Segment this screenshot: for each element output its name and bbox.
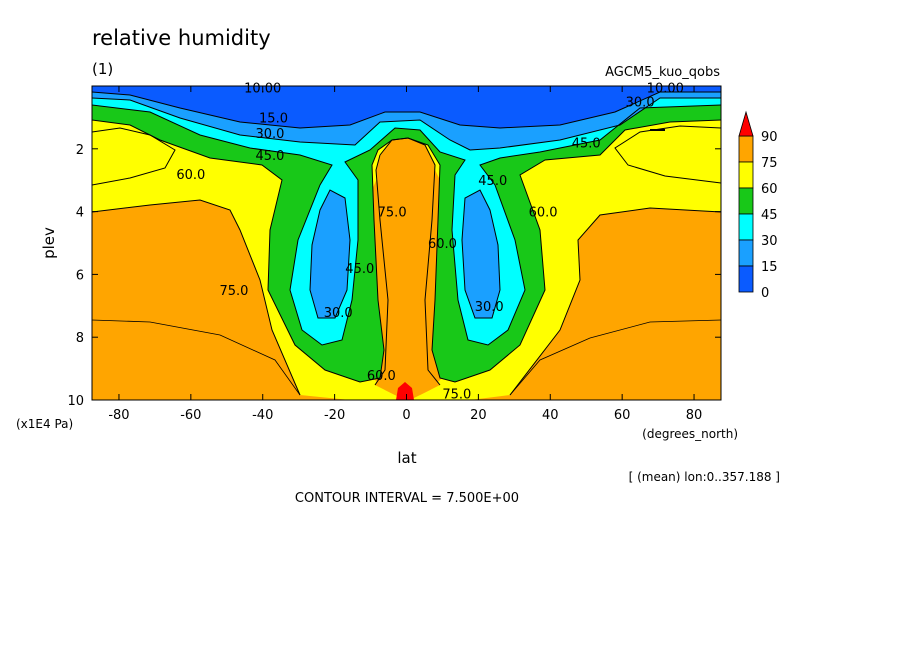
contour-label: 10.00 [647,82,684,97]
colorbar-box [738,135,754,163]
band-green [92,86,721,382]
y-tick-label: 8 [76,331,84,346]
contour-label: 75.0 [378,206,407,221]
colorbar-label: 75 [761,156,778,171]
panel-label: (1) [92,60,113,78]
contour-label: 75.0 [219,284,248,299]
contour-interval: CONTOUR INTERVAL = 7.500E+00 [295,491,519,506]
contour-label: 60.0 [529,206,558,221]
x-axis-ticks: -80 -60 -40 -20 0 20 40 60 80 [108,86,702,423]
contour-label: 60.0 [428,237,457,252]
colorbar-box [738,239,754,267]
x-tick-label: -40 [252,408,273,423]
x-axis-label: lat [397,449,416,467]
y-axis-label: plev [40,227,58,259]
y-tick-label: 4 [76,206,84,221]
band-blue-right-lobe [462,190,500,318]
chart-title: relative humidity [92,26,271,50]
contour-label: 30.0 [475,300,504,315]
x-tick-label: -20 [324,408,345,423]
contour-label: 60.0 [367,369,396,384]
contour-label: 45.0 [478,174,507,189]
colorbar-box [738,213,754,241]
contour-label: 30.0 [324,306,353,321]
y-tick-label: 10 [67,394,84,409]
x-axis-unit: (degrees_north) [642,427,738,441]
contour-label: 45.0 [345,262,374,277]
colorbar-box [738,265,754,293]
colorbar-label: 30 [761,234,778,249]
model-name: AGCM5_kuo_qobs [605,65,720,80]
x-tick-label: -60 [180,408,201,423]
colorbar-label: 90 [761,130,778,145]
colorbar-label: 45 [761,208,778,223]
colorbar-label: 0 [761,286,769,301]
contour-labels: 10.0015.030.045.060.075.075.045.030.060.… [176,82,684,403]
x-tick-label: 20 [470,408,487,423]
contour-lines [92,91,721,396]
colorbar: 0 15 30 45 60 75 90 [738,110,778,301]
band-orange-center [375,138,440,395]
contour-label: 45.0 [255,149,284,164]
contour-label: 15.0 [259,111,288,126]
x-tick-label: 80 [686,408,703,423]
contour-label: 75.0 [442,388,471,403]
colorbar-arrow [738,110,754,137]
x-tick-label: 60 [614,408,631,423]
contour-label: 30.0 [255,127,284,142]
y-tick-label: 6 [76,268,84,283]
y-axis-ticks: 2 4 6 8 10 [67,143,721,409]
x-tick-label: 0 [402,408,410,423]
contour-label: 45.0 [572,137,601,152]
band-darkblue [92,86,721,128]
band-blue-left-lobe [310,190,350,318]
contour-label: 30.0 [626,96,655,111]
contour-fill [92,86,721,400]
colorbar-label: 15 [761,260,778,275]
x-tick-label: 40 [542,408,559,423]
colorbar-box [738,161,754,189]
band-red [396,382,414,400]
colorbar-box [738,187,754,215]
band-cyan [92,86,721,345]
mean-note: [ (mean) lon:0..357.188 ] [629,470,780,484]
y-axis-unit: (x1E4 Pa) [16,417,73,431]
x-tick-label: -80 [108,408,129,423]
y-tick-label: 2 [76,143,84,158]
colorbar-label: 60 [761,182,778,197]
contour-label: 60.0 [176,168,205,183]
